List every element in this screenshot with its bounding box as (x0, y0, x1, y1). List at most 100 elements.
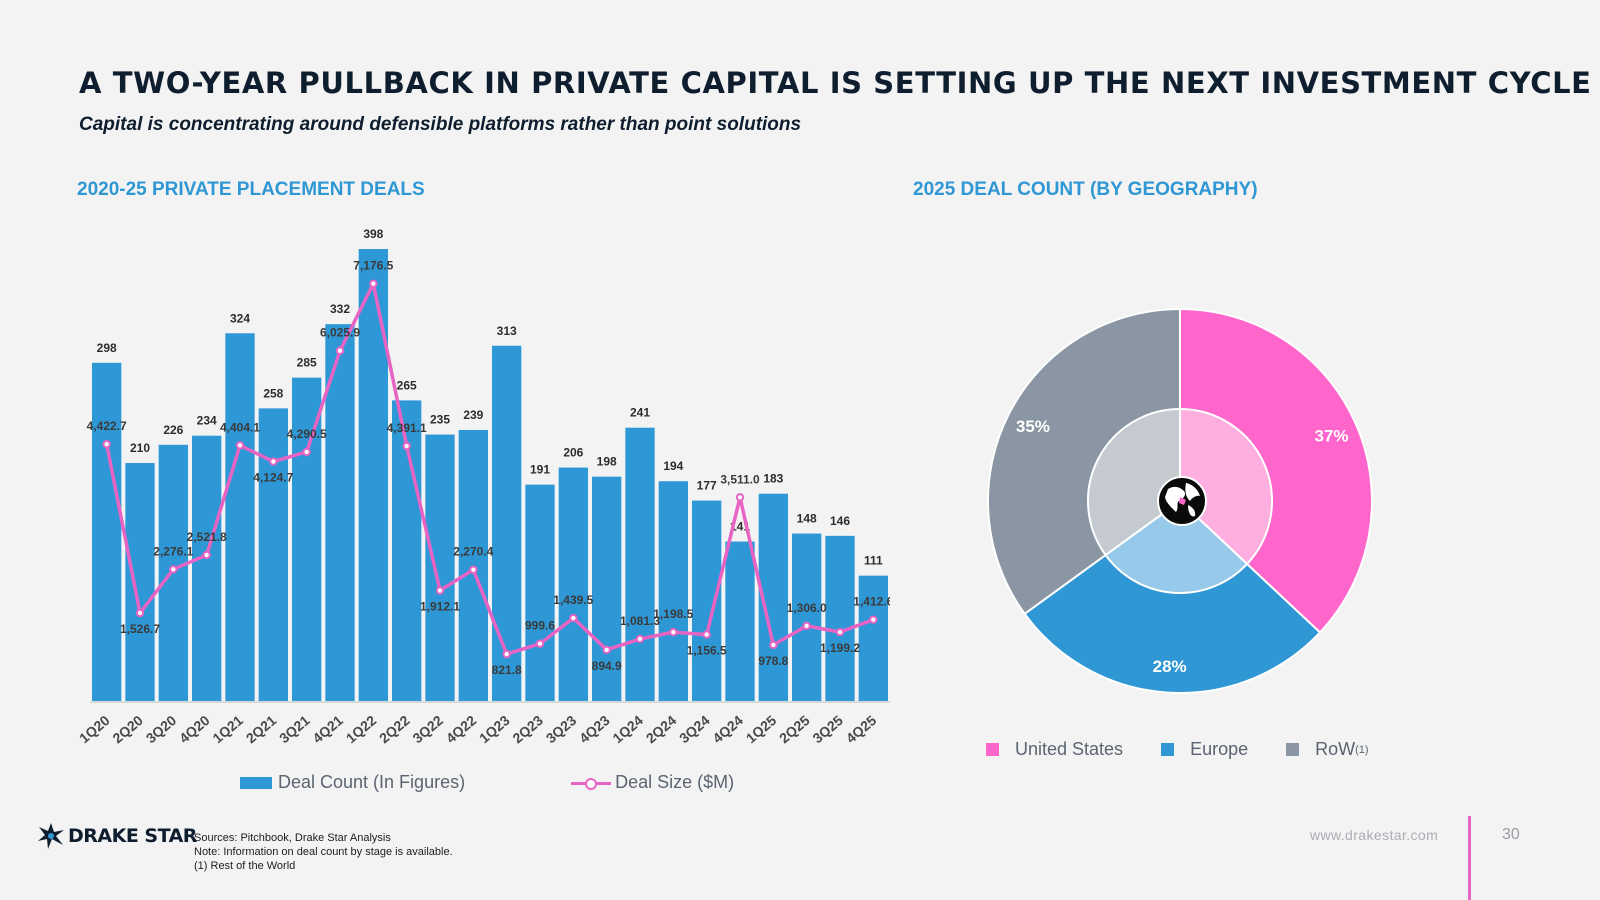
line-point-1Q23 (502, 649, 511, 659)
pie-legend-item-europe: Europe (1161, 739, 1248, 760)
line-label-1Q22: 7,176.5 (353, 259, 393, 273)
line-point-1Q20 (102, 439, 111, 449)
x-tick-3Q22: 3Q22 (409, 712, 446, 746)
bar-label-4Q22: 239 (463, 408, 483, 422)
x-tick-3Q23: 3Q23 (543, 712, 580, 746)
x-tick-1Q22: 1Q22 (343, 712, 380, 746)
line-label-1Q25: 978.8 (758, 654, 788, 668)
x-tick-2Q23: 2Q23 (509, 712, 546, 746)
bar-2Q20 (125, 463, 155, 702)
x-tick-4Q21: 4Q21 (309, 712, 346, 746)
line-label-4Q22: 2,270.4 (453, 545, 493, 559)
line-point-3Q22 (435, 586, 445, 595)
bar-4Q25 (858, 575, 888, 702)
line-label-4Q20: 2,521.8 (187, 530, 227, 544)
bar-label-2Q22: 265 (397, 378, 417, 392)
line-point-1Q25 (769, 640, 778, 650)
inner-slice-united-states (1179, 407, 1273, 566)
slice-europe (1023, 499, 1322, 694)
line-point-3Q23 (569, 613, 578, 623)
deals-combo-chart: 298 210 226 234 324 258 285 332 398 265 235 239 313 1… (76, 227, 890, 746)
line-point-4Q22 (469, 565, 478, 574)
line-label-2Q25: 1,306.0 (787, 601, 827, 615)
legend-swatch-us (986, 743, 999, 756)
line-label-2Q21: 4,124.7 (253, 471, 293, 485)
line-label-1Q24: 1,081.3 (620, 614, 660, 628)
slice-united-states (1179, 307, 1373, 634)
bar-label-1Q25: 183 (763, 472, 783, 486)
x-tick-1Q23: 1Q23 (476, 712, 513, 746)
bar-label-1Q22: 398 (363, 227, 383, 241)
page-title: A TWO-YEAR PULLBACK IN PRIVATE CAPITAL I… (79, 66, 1592, 100)
x-tick-4Q23: 4Q23 (576, 712, 613, 746)
bar-1Q20 (92, 362, 122, 702)
x-tick-4Q25: 4Q25 (843, 712, 880, 746)
x-tick-3Q25: 3Q25 (809, 712, 846, 746)
bar-label-3Q22: 235 (430, 413, 450, 427)
bar-label-1Q21: 324 (230, 311, 250, 325)
line-label-3Q20: 2,276.1 (153, 544, 193, 558)
line-label-1Q23: 821.8 (492, 663, 522, 677)
bar-4Q24 (725, 541, 755, 702)
legend-label-row: RoW (1315, 739, 1356, 759)
x-tick-2Q21: 2Q21 (243, 712, 280, 746)
legend-label-deal-size: Deal Size ($M) (615, 772, 735, 792)
bar-label-2Q20: 210 (130, 441, 150, 455)
line-label-3Q21: 4,290.5 (287, 427, 327, 441)
line-label-4Q25: 1,412.6 (853, 595, 890, 609)
legend-label-us: United States (1015, 739, 1124, 759)
line-point-2Q20 (135, 608, 145, 618)
line-point-3Q20 (169, 565, 178, 574)
combo-legend: Deal Count (In Figures) Deal Size ($M) (240, 772, 734, 793)
bar-label-2Q24: 194 (663, 459, 683, 473)
logo-text: DRAKE STAR (68, 825, 197, 847)
slice-label-united-states: 37% (1315, 426, 1349, 445)
bar-3Q23 (558, 467, 588, 702)
pie-legend-item-row: RoW (1) (1286, 739, 1369, 760)
bar-2Q23 (525, 484, 555, 702)
deal-size-line (104, 281, 874, 656)
legend-footnote-marker: (1) (1355, 743, 1369, 756)
x-tick-3Q21: 3Q21 (276, 712, 313, 746)
legend-swatch-row (1286, 743, 1300, 756)
x-tick-2Q20: 2Q20 (109, 712, 146, 746)
footer-divider (1468, 816, 1471, 900)
footnotes: Sources: Pitchbook, Drake Star Analysis … (194, 831, 453, 873)
bar-label-2Q21: 258 (263, 386, 283, 400)
line-point-2Q22 (402, 441, 411, 451)
page-number: 30 (1502, 826, 1520, 843)
bar-label-1Q23: 313 (497, 324, 517, 338)
line-label-3Q22: 1,912.1 (420, 600, 460, 614)
bar-2Q25 (792, 533, 822, 702)
slice-label-row: 35% (1016, 417, 1050, 436)
line-point-4Q23 (602, 645, 611, 655)
line-label-2Q20: 1,526.7 (120, 622, 160, 636)
line-label-1Q21: 4,404.1 (220, 420, 260, 434)
x-tick-1Q24: 1Q24 (609, 712, 646, 746)
bar-label-3Q20: 226 (163, 423, 183, 437)
bar-label-2Q25: 148 (797, 512, 817, 526)
line-label-2Q22: 4,391.1 (387, 421, 427, 435)
website-link[interactable]: www.drakestar.com (1310, 827, 1439, 843)
drake-star-logo[interactable]: DRAKE STAR (36, 822, 197, 850)
bar-3Q22 (425, 434, 455, 702)
slice-label-europe: 28% (1153, 657, 1187, 676)
bar-1Q23 (492, 345, 522, 702)
x-tick-4Q20: 4Q20 (176, 712, 213, 746)
geography-pie-chart: 37% 28% 35% (987, 307, 1373, 694)
bar-label-2Q23: 191 (530, 463, 550, 477)
line-point-4Q25 (869, 615, 878, 624)
x-tick-3Q20: 3Q20 (143, 712, 180, 746)
line-point-4Q20 (202, 550, 211, 560)
legend-label-deal-count: Deal Count (In Figures) (278, 772, 466, 792)
line-label-2Q23: 999.6 (525, 619, 555, 633)
bar-1Q24 (625, 427, 655, 702)
x-tick-1Q21: 1Q21 (209, 712, 246, 746)
legend-swatch-deal-count (240, 776, 272, 789)
line-point-2Q25 (802, 621, 811, 631)
line-label-2Q24: 1,198.5 (653, 607, 693, 621)
bar-label-3Q23: 206 (563, 446, 583, 460)
line-label-3Q25: 1,199.2 (820, 641, 860, 655)
line-label-4Q24: 3,511.0 (720, 472, 760, 486)
x-tick-2Q24: 2Q24 (643, 712, 680, 746)
